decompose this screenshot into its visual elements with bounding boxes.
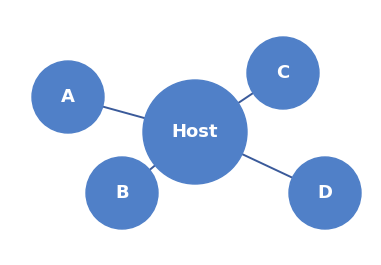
Circle shape [143,80,247,184]
Text: A: A [61,88,75,106]
Text: Host: Host [172,123,218,141]
Circle shape [86,157,158,229]
Circle shape [32,61,104,133]
Circle shape [289,157,361,229]
Circle shape [247,37,319,109]
Text: C: C [276,64,290,82]
Text: B: B [115,184,129,202]
Text: D: D [317,184,333,202]
